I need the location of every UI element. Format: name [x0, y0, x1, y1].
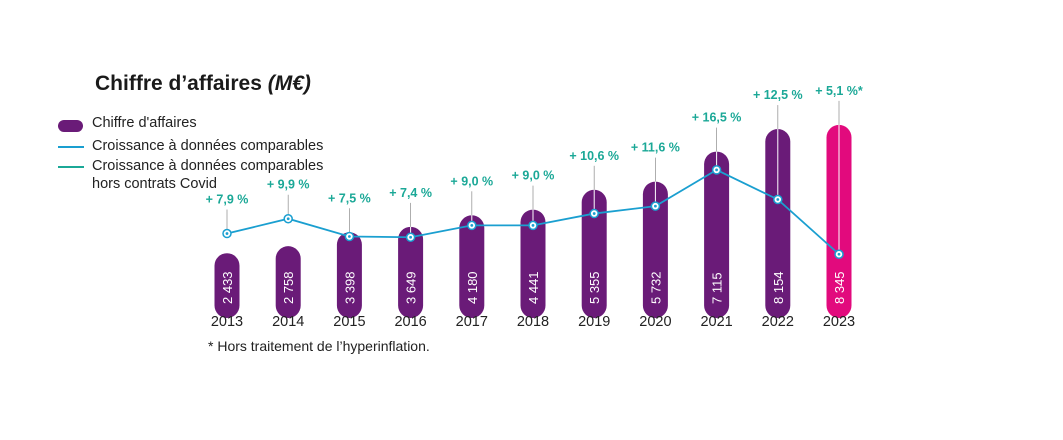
bar-value-label: 8 154: [771, 271, 786, 304]
bar-value-label: 3 649: [404, 271, 419, 304]
chart-title-text: Chiffre d’affaires: [95, 72, 262, 95]
growth-point-dot: [470, 224, 474, 227]
legend-label-revenue: Chiffre d'affaires: [92, 115, 197, 131]
growth-label: + 12,5 %: [753, 88, 803, 102]
x-tick-label: 2020: [639, 314, 671, 330]
bar: [459, 215, 485, 318]
growth-label: + 16,5 %: [692, 111, 742, 125]
growth-label: + 9,9 %: [267, 178, 310, 192]
legend-label-growth: Croissance à données comparables: [92, 138, 324, 154]
legend-swatch-line-covid: [58, 166, 84, 168]
x-tick-label: 2016: [394, 314, 426, 330]
x-tick-label: 2018: [517, 314, 549, 330]
bar-value-label: 4 180: [465, 271, 480, 304]
growth-label: + 7,5 %: [328, 191, 371, 205]
labels-layer: 2 433 2013 + 7,9 % 2 758 2014 + 9,9 % 3 398 201…: [206, 84, 863, 330]
chart-title-unit: (M€): [267, 72, 311, 95]
bar: [398, 226, 424, 318]
growth-label: + 7,9 %: [206, 193, 249, 207]
growth-label: + 9,0 %: [450, 174, 493, 188]
bar: [214, 253, 240, 318]
x-tick-label: 2019: [578, 314, 610, 330]
footnote: * Hors traitement de l’hyperinflation.: [208, 338, 430, 354]
bar-value-label: 2 758: [281, 271, 296, 304]
growth-point-dot: [715, 168, 718, 172]
bar-value-label: 5 355: [587, 271, 602, 304]
chart-title: Chiffre d’affaires (M€): [95, 72, 311, 96]
legend-swatch-line: [58, 146, 84, 148]
x-tick-label: 2021: [700, 314, 732, 330]
bar-value-label: 8 345: [832, 271, 847, 304]
bar-value-label: 5 732: [648, 271, 663, 304]
legend-label-growth-excl-covid: Croissance à données comparables hors co…: [92, 158, 324, 192]
bar-value-label: 3 398: [342, 271, 357, 304]
growth-point-dot: [592, 212, 596, 215]
bar-value-label: 4 441: [526, 271, 541, 304]
growth-point-dot: [654, 204, 657, 208]
legend-swatch-bar: [58, 120, 83, 132]
growth-label: + 9,0 %: [512, 169, 555, 183]
x-tick-label: 2017: [456, 314, 488, 330]
bar: [765, 129, 791, 318]
bars-layer: [214, 124, 852, 318]
growth-point-dot: [225, 232, 229, 235]
growth-point-dot: [837, 252, 841, 256]
growth-point-dot: [531, 224, 535, 227]
x-tick-label: 2013: [211, 314, 243, 330]
growth-label: + 5,1 %*: [815, 84, 863, 98]
growth-label: + 7,4 %: [389, 186, 432, 200]
bar: [275, 246, 301, 318]
bar: [642, 181, 668, 318]
bar-value-label: 2 433: [220, 271, 235, 304]
growth-point-dot: [348, 235, 351, 238]
bar-value-label: 7 115: [710, 272, 725, 304]
growth-point-dot: [776, 198, 780, 201]
growth-line-layer: [222, 165, 844, 260]
x-tick-label: 2023: [823, 314, 855, 330]
growth-label: + 11,6 %: [631, 141, 680, 155]
bar: [336, 232, 362, 318]
growth-point-dot: [286, 217, 290, 221]
growth-leader-lines: [226, 100, 840, 255]
x-tick-label: 2022: [762, 314, 794, 330]
bar: [581, 189, 607, 318]
x-tick-label: 2014: [272, 314, 304, 330]
growth-label: + 10,6 %: [569, 149, 619, 163]
x-tick-label: 2015: [333, 314, 365, 330]
growth-point-dot: [409, 235, 412, 239]
bar: [704, 151, 730, 318]
bar: [520, 209, 546, 318]
